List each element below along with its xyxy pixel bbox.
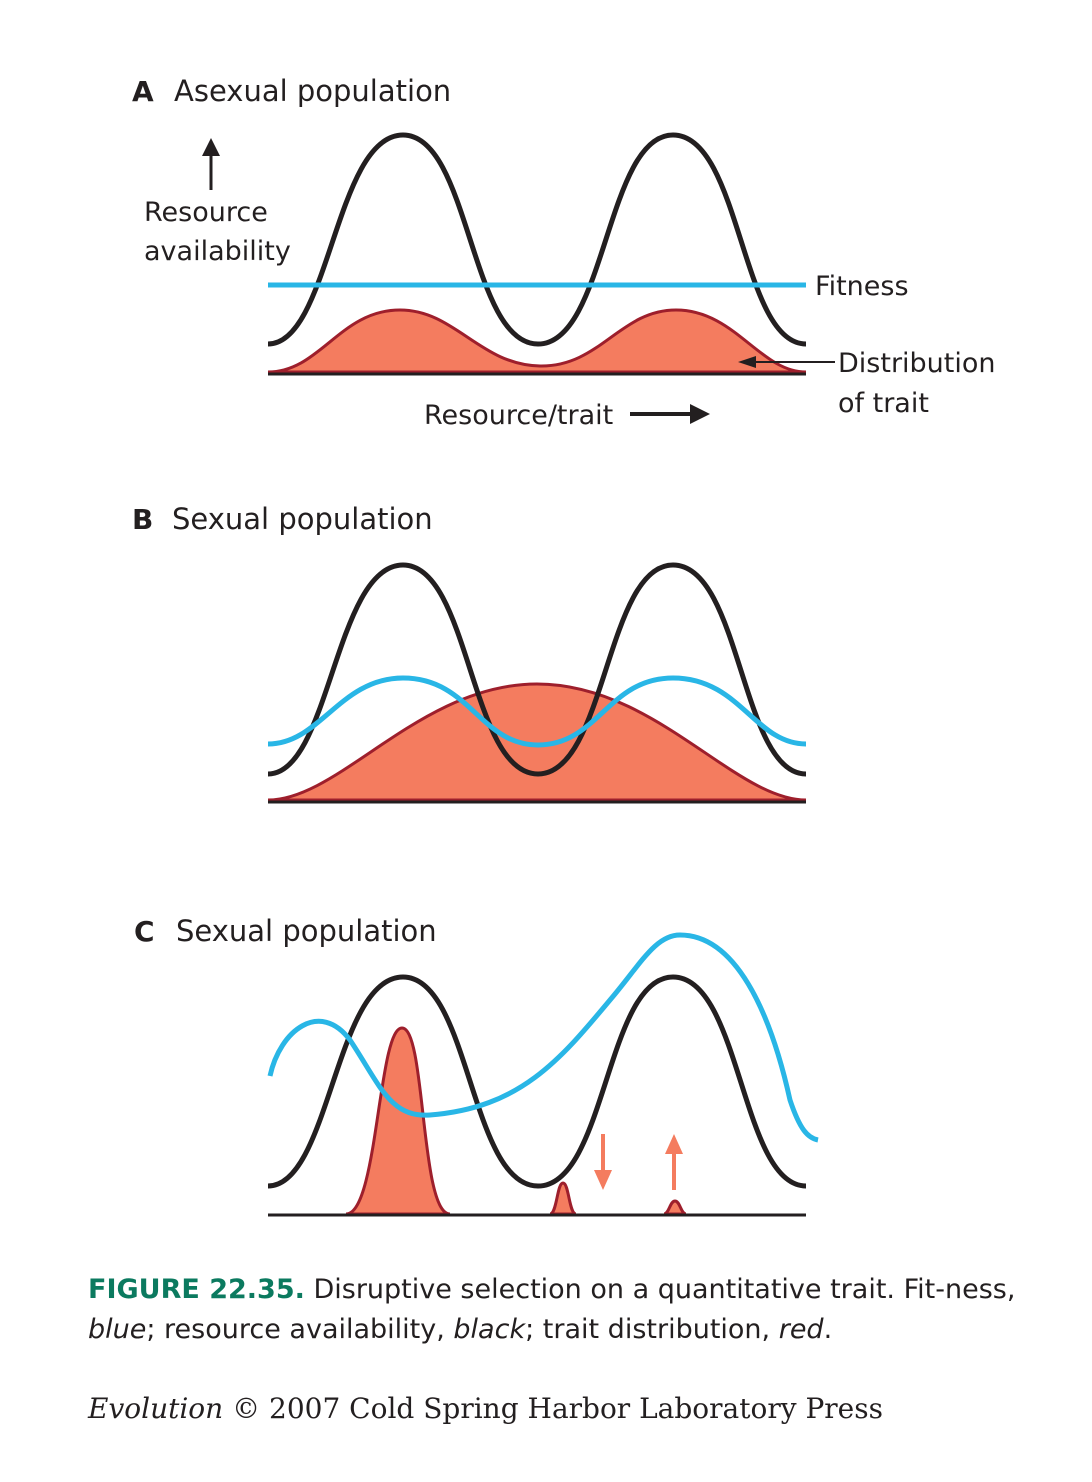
- distribution-pointer-arrow: [738, 356, 835, 368]
- trait-peak-main: [345, 1026, 451, 1216]
- caption-blue: blue: [88, 1314, 147, 1345]
- caption-red: red: [778, 1314, 824, 1345]
- up-arrow-icon-change: [665, 1134, 683, 1190]
- trait-peak-small-right: [663, 1199, 687, 1216]
- caption-text-4: .: [823, 1314, 833, 1345]
- fitness-label: Fitness: [815, 271, 909, 302]
- panel-c-title: Sexual population: [176, 914, 437, 948]
- copyright-credit: Evolution © 2007 Cold Spring Harbor Labo…: [88, 1392, 883, 1425]
- trait-distribution-curve-b: [267, 682, 807, 802]
- resource-availability-label-line1: Resource: [144, 197, 268, 228]
- credit-book: Evolution: [88, 1392, 224, 1425]
- credit-rest: © 2007 Cold Spring Harbor Laboratory Pre…: [223, 1392, 883, 1425]
- figure-caption: FIGURE 22.35. Disruptive selection on a …: [88, 1270, 1048, 1350]
- fitness-curve-b: [267, 675, 807, 748]
- distribution-label-line2: of trait: [838, 388, 929, 419]
- distribution-label-line1: Distribution: [838, 348, 996, 379]
- trait-peak-small-left: [549, 1181, 577, 1216]
- fitness-curve-c: [267, 932, 819, 1143]
- caption-black: black: [453, 1314, 526, 1345]
- panel-b: B Sexual population: [132, 502, 807, 804]
- caption-text-2: ; resource availability,: [146, 1314, 454, 1345]
- panel-c: C Sexual population: [134, 914, 819, 1217]
- panel-c-letter: C: [134, 915, 155, 948]
- caption-text-3: ; trait distribution,: [525, 1314, 779, 1345]
- down-arrow-icon: [594, 1134, 612, 1190]
- panel-b-title: Sexual population: [172, 502, 433, 536]
- resource-availability-curve-b: [267, 562, 807, 777]
- resource-availability-label-line2: availability: [144, 236, 291, 267]
- resource-trait-axis-label: Resource/trait: [424, 400, 613, 431]
- resource-availability-curve-c: [267, 974, 807, 1189]
- panel-b-letter: B: [132, 503, 153, 536]
- right-arrow-icon: [630, 404, 710, 424]
- resource-availability-curve-a: [267, 132, 807, 347]
- panel-a-title: Asexual population: [174, 74, 451, 108]
- panel-a-letter: A: [132, 75, 154, 108]
- figure-number: FIGURE 22.35.: [88, 1274, 305, 1305]
- trait-distribution-curve-a: [267, 308, 807, 374]
- caption-text-1: Disruptive selection on a quantitative t…: [304, 1274, 1016, 1305]
- panel-a: A Asexual population Resource availabili…: [132, 74, 996, 431]
- up-arrow-icon: [202, 138, 220, 190]
